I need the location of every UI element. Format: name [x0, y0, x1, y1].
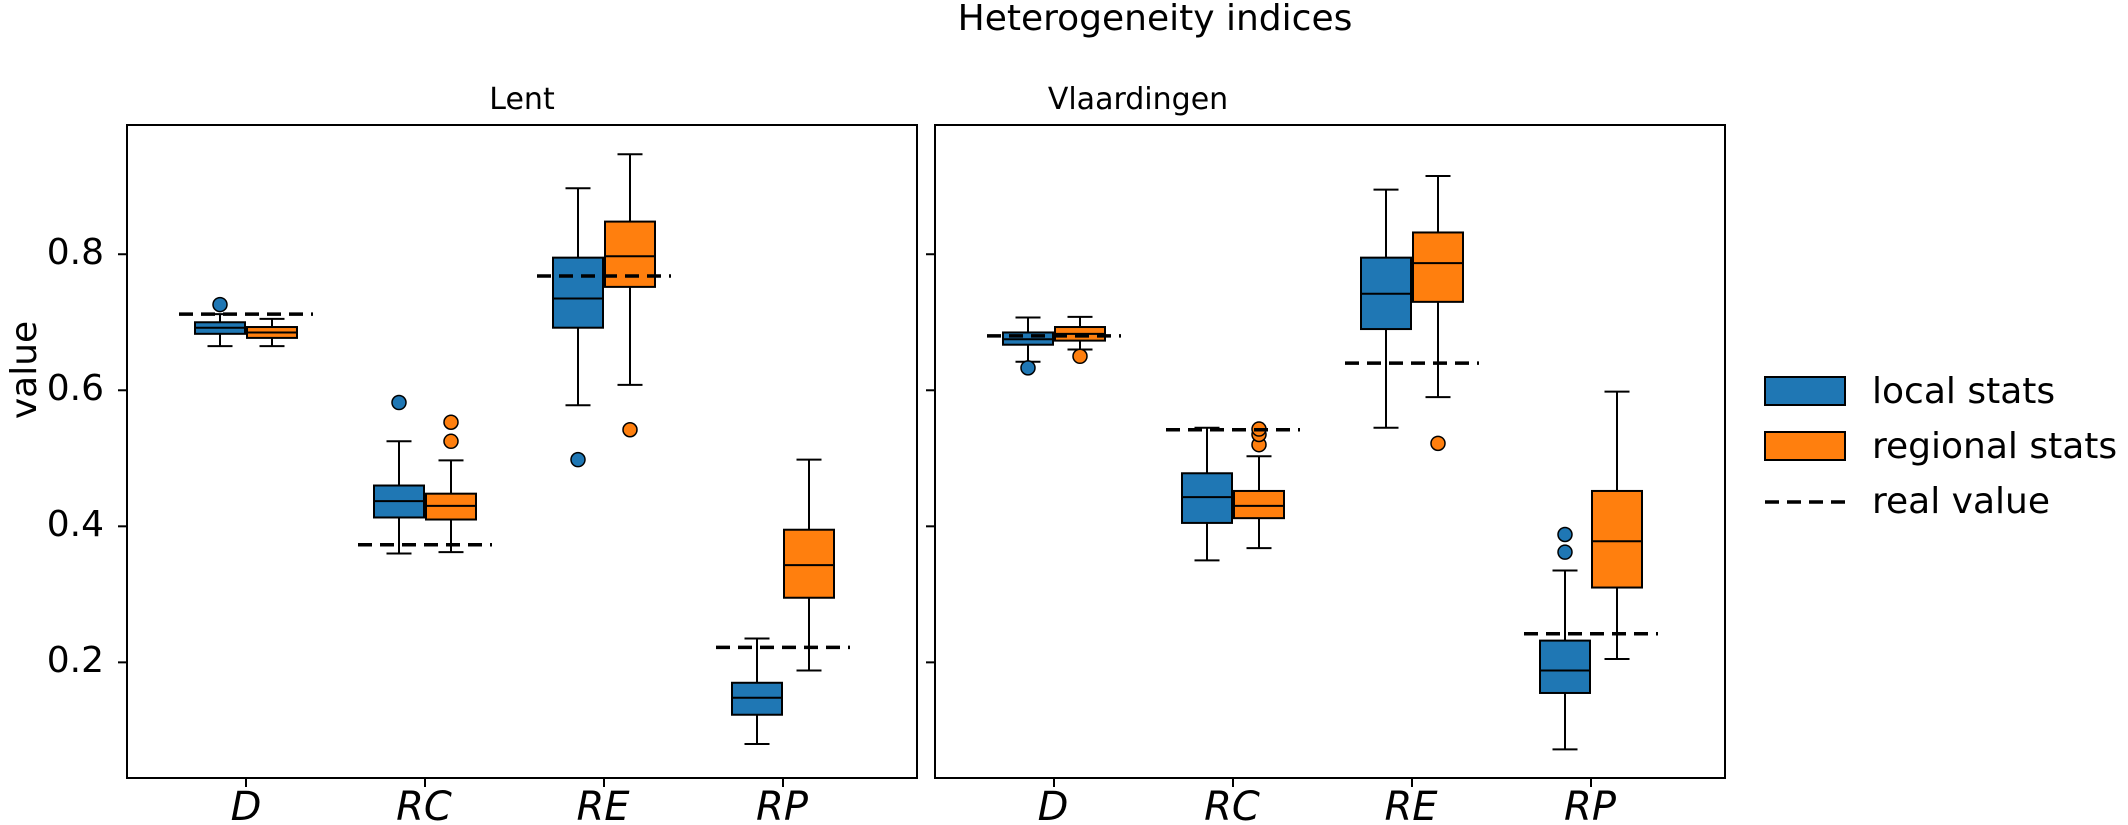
legend-label-local: local stats: [1872, 371, 2055, 412]
panel-marks: [118, 154, 850, 787]
x-tick-label: RE: [576, 784, 630, 825]
x-tick-label: RP: [1564, 784, 1617, 825]
x-tick-label: RE: [1384, 784, 1438, 825]
legend-label-real: real value: [1872, 481, 2050, 522]
figure: Heterogeneity indices value Lent 0.2 0.4…: [0, 0, 2128, 825]
figure-title: Heterogeneity indices: [958, 0, 1353, 39]
box: [553, 258, 603, 328]
outlier-point: [392, 396, 406, 410]
y-tick-label: 0.2: [47, 640, 104, 681]
box: [1540, 641, 1590, 693]
outlier-point: [1073, 349, 1087, 363]
legend-label-regional: regional stats: [1872, 426, 2117, 467]
y-tick-labels: 0.2 0.4 0.6 0.8: [47, 232, 104, 681]
legend-swatch-local: [1765, 377, 1845, 405]
x-tick-label: D: [231, 784, 262, 825]
box: [732, 683, 782, 715]
panel-marks: [926, 176, 1658, 787]
y-tick-label: 0.4: [47, 504, 104, 545]
panel-lent: Lent 0.2 0.4 0.6 0.8 D RC RE RP: [47, 82, 917, 825]
y-tick-label: 0.8: [47, 232, 104, 273]
x-tick-labels: D RC RE RP: [231, 784, 809, 825]
box: [1234, 491, 1284, 518]
plot-frame: [127, 125, 917, 778]
box: [784, 530, 834, 598]
outlier-point: [444, 415, 458, 429]
panel-title: Vlaardingen: [1048, 82, 1228, 117]
plot-frame: [935, 125, 1725, 778]
x-tick-label: RP: [756, 784, 809, 825]
outlier-point: [623, 423, 637, 437]
outlier-point: [1558, 545, 1572, 559]
box: [1413, 232, 1463, 301]
panel-title: Lent: [489, 82, 555, 117]
outlier-point: [1021, 361, 1035, 375]
x-tick-labels: D RC RE RP: [1038, 784, 1617, 825]
y-tick-label: 0.6: [47, 368, 104, 409]
x-tick-label: D: [1038, 784, 1069, 825]
x-tick-label: RC: [1204, 784, 1260, 825]
box: [1182, 473, 1232, 523]
outlier-point: [571, 453, 585, 467]
panel-vlaardingen: Vlaardingen D RC RE RP: [926, 82, 1725, 825]
outlier-point: [444, 434, 458, 448]
legend-swatch-regional: [1765, 432, 1845, 460]
y-axis-label: value: [4, 321, 45, 419]
outlier-point: [1431, 436, 1445, 450]
outlier-point: [213, 298, 227, 312]
box: [1592, 491, 1642, 588]
outlier-point: [1558, 527, 1572, 541]
x-tick-label: RC: [396, 784, 452, 825]
legend: local stats regional stats real value: [1765, 371, 2117, 522]
